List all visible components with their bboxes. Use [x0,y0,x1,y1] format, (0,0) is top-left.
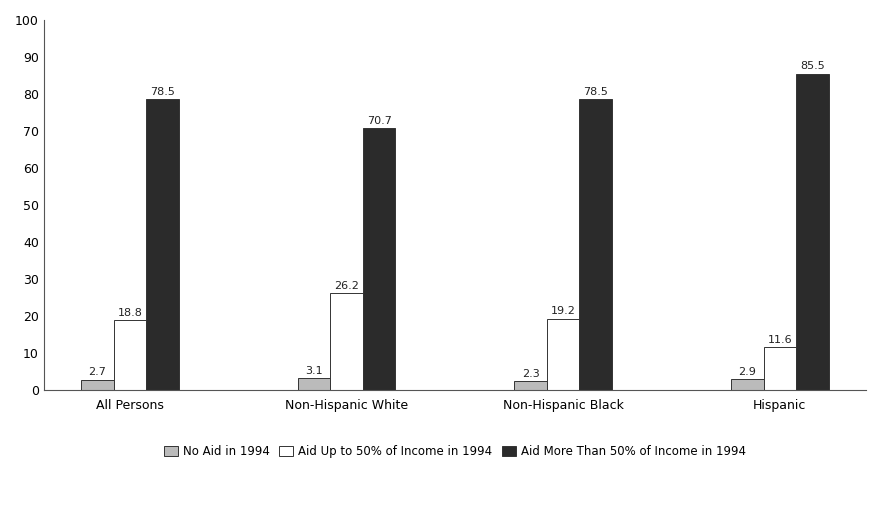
Text: 11.6: 11.6 [767,334,792,345]
Text: 18.8: 18.8 [117,308,143,318]
Bar [330,293,363,390]
Bar [146,99,179,390]
Legend: No Aid in 1994, Aid Up to 50% of Income in 1994, Aid More Than 50% of Income in : No Aid in 1994, Aid Up to 50% of Income … [159,440,751,462]
Bar [796,73,829,390]
Text: 2.7: 2.7 [88,368,107,377]
Text: 70.7: 70.7 [366,116,391,126]
Text: 2.3: 2.3 [522,369,539,379]
Bar [547,318,580,390]
Bar [580,99,612,390]
Text: 2.9: 2.9 [738,367,756,377]
Bar [363,128,396,390]
Bar [515,381,547,390]
Text: 3.1: 3.1 [305,366,322,376]
Text: 78.5: 78.5 [150,87,174,97]
Text: 78.5: 78.5 [583,87,608,97]
Bar [114,320,146,390]
Text: 26.2: 26.2 [334,281,359,291]
Bar [731,379,764,390]
Bar [764,347,796,390]
Bar [298,378,330,390]
Text: 85.5: 85.5 [800,62,825,71]
Text: 19.2: 19.2 [551,307,575,316]
Bar [81,379,114,390]
